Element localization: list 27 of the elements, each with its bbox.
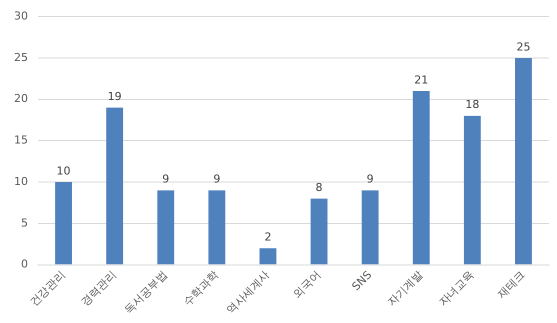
data-label: 19 <box>108 90 122 103</box>
data-label: 9 <box>162 172 170 186</box>
y-tick-label: 30 <box>14 9 28 22</box>
bar <box>362 190 379 264</box>
data-label: 8 <box>316 180 323 194</box>
bar <box>208 190 226 264</box>
y-tick-label: 20 <box>14 92 28 106</box>
data-label: 21 <box>414 73 428 86</box>
bar <box>55 182 72 264</box>
data-label: 18 <box>465 98 480 112</box>
bar <box>106 108 124 264</box>
y-tick-label: 5 <box>20 216 28 230</box>
data-label: 9 <box>366 172 374 186</box>
y-tick-label: 10 <box>14 174 28 188</box>
y-tick-label: 25 <box>14 50 28 64</box>
y-tick-label: 15 <box>14 134 28 147</box>
data-label: 9 <box>213 172 220 186</box>
data-label: 10 <box>56 164 71 178</box>
data-label: 2 <box>264 230 272 244</box>
bar <box>157 190 174 264</box>
bar <box>260 248 276 264</box>
bar <box>412 91 430 264</box>
data-label: 25 <box>516 40 530 54</box>
bar <box>515 58 532 264</box>
y-tick-label: 0 <box>20 258 28 271</box>
bar <box>310 198 328 264</box>
bar <box>464 116 481 264</box>
